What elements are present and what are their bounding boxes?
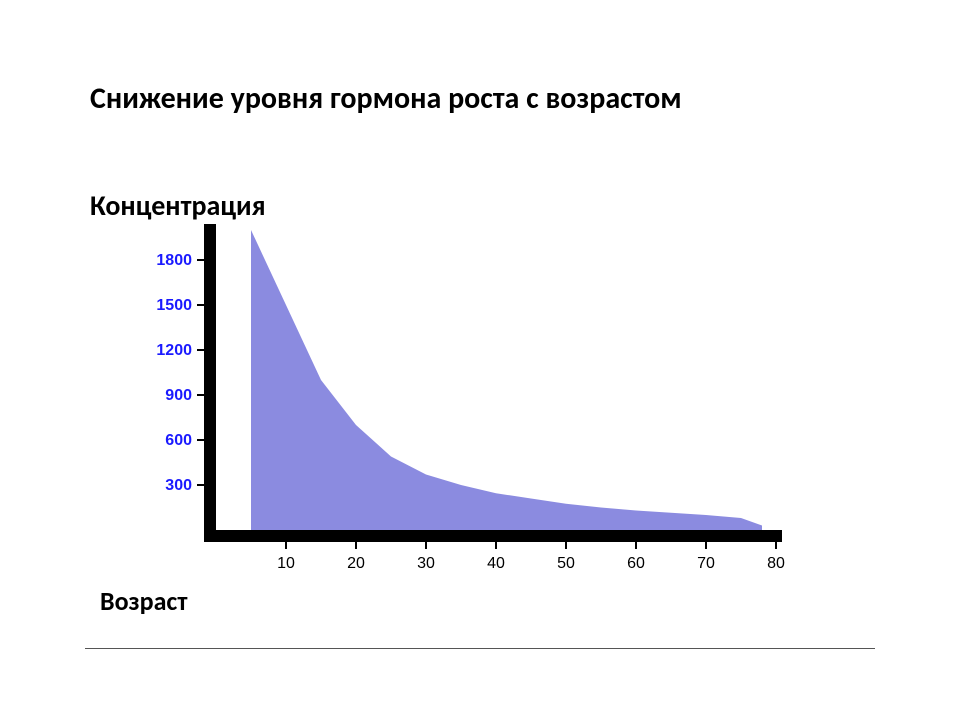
x-tick-label: 30 — [417, 555, 435, 572]
x-tick-label: 20 — [347, 555, 365, 572]
x-tick-label: 70 — [697, 555, 715, 572]
chart-title: Снижение уровня гормона роста с возрасто… — [90, 80, 682, 117]
x-axis-label: Возраст — [100, 585, 187, 617]
y-tick-label: 600 — [165, 432, 192, 449]
chart-svg: 300 600 900 1200 1500 1800 10 20 30 40 50 60 70 80 — [140, 220, 800, 580]
y-tick-label: 900 — [165, 387, 192, 404]
x-tick-label: 40 — [487, 555, 505, 572]
y-tick-label: 300 — [165, 477, 192, 494]
page-root: Снижение уровня гормона роста с возрасто… — [0, 0, 960, 720]
growth-hormone-chart: 300 600 900 1200 1500 1800 10 20 30 40 50 60 70 80 — [140, 220, 800, 580]
y-tick-label: 1500 — [156, 297, 192, 314]
x-axis-line — [204, 530, 782, 542]
y-tick-label: 1800 — [156, 252, 192, 269]
y-tick-label: 1200 — [156, 342, 192, 359]
x-tick-label: 50 — [557, 555, 575, 572]
x-tick-label: 10 — [277, 555, 295, 572]
area-fill — [251, 230, 762, 530]
y-axis-label: Концентрация — [90, 188, 266, 223]
y-axis-line — [204, 224, 216, 542]
x-tick-label: 80 — [767, 555, 785, 572]
footer-divider — [85, 648, 875, 649]
x-tick-label: 60 — [627, 555, 645, 572]
